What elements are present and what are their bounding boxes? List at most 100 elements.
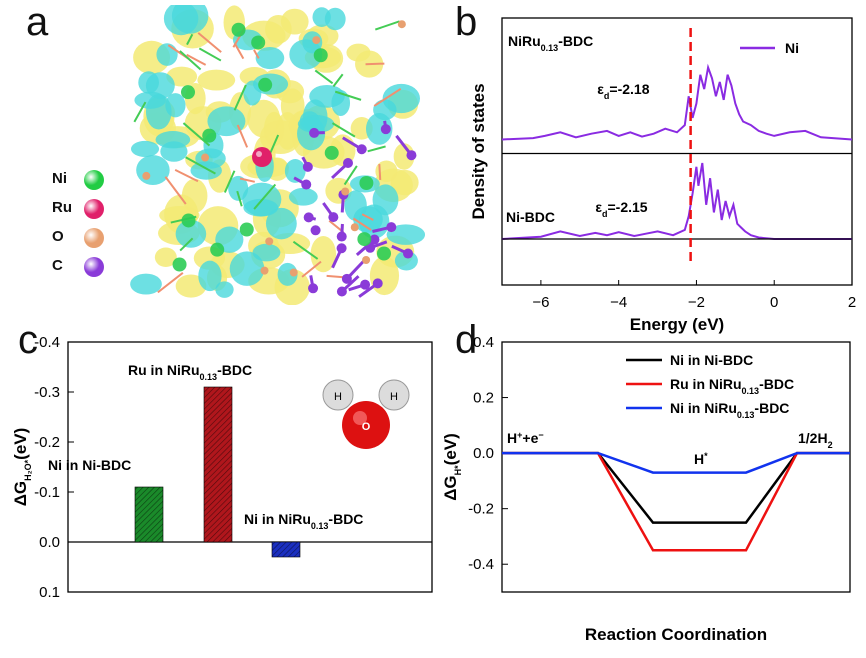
legend-label: Ni in Ni-BDC <box>670 352 753 368</box>
bond <box>331 122 356 138</box>
carbon-atom <box>386 222 397 233</box>
carbon-atom <box>380 124 391 135</box>
charge-lobe-cyan <box>344 190 367 221</box>
o-atom <box>260 266 269 275</box>
charge-lobe-cyan <box>297 115 335 133</box>
carbon-atom <box>406 150 417 161</box>
bond <box>301 260 322 278</box>
bond <box>186 33 194 46</box>
state-label-middle: H* <box>694 451 708 467</box>
o-atom <box>142 171 151 180</box>
bond <box>223 170 236 193</box>
o-atom <box>350 223 359 232</box>
charge-lobe-yellow <box>393 143 415 170</box>
charge-lobe-cyan <box>255 46 285 70</box>
charge-lobe-cyan <box>207 106 246 137</box>
o-atom-highlight <box>353 411 367 425</box>
charge-lobe-cyan <box>243 198 279 217</box>
water-adsorption-chart: 0.1 0.0 -0.1 -0.2 -0.3 -0.4 ΔGH₂O*(eV) Ni in Ni… <box>11 334 433 601</box>
y-axis-label: ΔGH*(eV) <box>441 433 463 501</box>
carbon-atom <box>336 231 347 242</box>
charge-lobe-cyan <box>229 251 265 286</box>
o-atom <box>289 268 298 277</box>
x-tick-label: 0 <box>770 294 778 311</box>
atom-legend-label: Ni <box>52 170 67 187</box>
atom-legend-label: Ru <box>52 199 72 216</box>
carbon-atom <box>343 157 354 168</box>
charge-lobe-cyan <box>163 5 199 36</box>
state-label-initial: H++e− <box>507 430 544 446</box>
y-tick-label: 0.1 <box>39 584 60 601</box>
charge-lobe-cyan <box>309 84 345 108</box>
bond <box>352 217 372 231</box>
dos-line <box>501 63 853 141</box>
charge-lobe-cyan <box>145 72 175 99</box>
ni-atom <box>172 257 187 272</box>
h-label: H <box>334 391 342 403</box>
bar <box>134 486 164 543</box>
ni-atom <box>181 85 196 100</box>
energy-line <box>502 451 850 552</box>
bond <box>197 32 222 53</box>
y-tick-label: -0.2 <box>468 501 494 518</box>
dos-chart: −6 −4 −2 0 2 Energy (eV) Density of states NiRu… <box>469 17 856 334</box>
bond <box>236 190 243 207</box>
y-tick-label: 0.4 <box>473 334 494 351</box>
charge-lobe-cyan <box>130 140 160 158</box>
carbon-atom <box>356 144 367 155</box>
carbon-atom <box>309 127 320 138</box>
bond <box>174 169 199 183</box>
plot-frame <box>501 17 853 286</box>
charge-lobe-cyan <box>198 260 222 292</box>
atom-legend-swatch <box>84 228 104 248</box>
energy-line <box>502 451 850 524</box>
h-atom <box>378 379 410 411</box>
bond <box>133 101 147 123</box>
carbon-atom <box>403 248 414 259</box>
o-atom <box>362 256 371 265</box>
panel-letter-c: c <box>18 318 38 362</box>
bond <box>239 177 255 183</box>
charge-lobe-cyan <box>228 175 249 201</box>
bond <box>179 50 202 71</box>
bond <box>253 49 260 59</box>
y-tick-label: -0.4 <box>34 334 60 351</box>
bond <box>378 164 382 180</box>
charge-lobe-cyan <box>284 159 306 183</box>
y-tick-label: 0.0 <box>39 534 60 551</box>
legend-label: Ni <box>785 40 799 56</box>
y-tick-label: -0.2 <box>34 434 60 451</box>
dos-line <box>501 162 852 240</box>
ru-atom-highlight <box>256 151 262 157</box>
charge-lobe-yellow <box>175 274 207 298</box>
atom-legend-swatch <box>84 199 104 219</box>
x-axis-label: Reaction Coordination <box>585 625 767 644</box>
charge-lobe-cyan <box>289 39 323 70</box>
atom-legend-label: C <box>52 257 63 274</box>
hydrogen-adsorption-chart: 0.4 0.2 0.0 -0.2 -0.4 ΔGH*(eV) Reaction Coordi… <box>441 334 851 644</box>
bond <box>374 20 400 31</box>
charge-lobe-cyan <box>130 273 162 295</box>
legend-label: Ni in NiRu0.13-BDC <box>670 400 789 420</box>
charge-lobe-yellow <box>390 169 419 196</box>
bond <box>233 84 247 111</box>
x-tick-label: 2 <box>848 294 856 311</box>
ni-atom <box>239 222 254 237</box>
charge-lobe-cyan <box>215 281 234 298</box>
ni-atom <box>258 77 273 92</box>
h-label: H <box>390 391 398 403</box>
legend-label: Ru in NiRu0.13-BDC <box>670 376 794 396</box>
charge-lobe-yellow <box>197 69 236 91</box>
ni-atom <box>231 22 246 37</box>
y-tick-label: 0.0 <box>473 445 494 462</box>
series-label-niru: NiRu0.13-BDC <box>508 33 593 53</box>
o-label: O <box>362 421 371 433</box>
o-atom <box>342 401 390 449</box>
charge-lobe-cyan <box>175 219 207 248</box>
charge-lobe-cyan <box>382 83 421 114</box>
carbon-atom <box>336 243 347 254</box>
carbon-atom <box>360 279 371 290</box>
ni-atom <box>324 145 339 160</box>
ni-atom <box>202 128 217 143</box>
carbon-atom <box>310 225 321 236</box>
